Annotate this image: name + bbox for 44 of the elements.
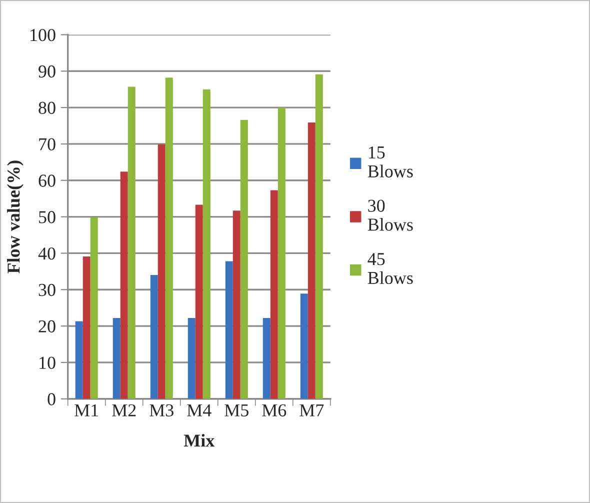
x-tick-label: M7 [300,404,324,416]
bar [165,78,173,399]
y-tick-label: 0 [48,393,56,406]
bar [225,261,233,399]
bar [240,120,248,399]
bar [270,190,278,399]
x-tick-label: M1 [74,404,98,416]
legend-label: 30 Blows [368,200,413,231]
bar [202,89,210,399]
bar [150,275,158,399]
bar [75,321,83,399]
bar [120,172,128,399]
bar [128,86,136,399]
bar [188,318,196,399]
x-tick-label: M6 [262,404,286,416]
bar [315,74,323,399]
legend-label: 15 Blows [368,146,413,178]
bar [262,318,270,399]
bar [278,108,286,399]
bar [112,318,120,399]
bar [232,210,240,399]
y-tick-label: 30 [38,284,56,296]
y-tick-label: 10 [40,356,56,369]
x-tick-label: M4 [187,404,212,416]
y-tick-label: 40 [38,247,56,260]
y-tick-label: 70 [39,138,56,150]
y-tick-label: 100 [30,28,56,42]
bar [90,217,98,399]
y-tick-label: 60 [38,174,56,187]
legend-label: 45 Blows [368,253,413,284]
y-tick-label: 90 [38,65,56,78]
y-tick-label: 80 [38,102,56,114]
y-tick-label: 20 [38,320,56,332]
x-tick-label: M5 [224,404,248,416]
y-axis-title: Flow value(%) [7,160,24,274]
bar [195,204,203,399]
bar [158,144,166,399]
bar [82,256,90,399]
x-tick-label: M3 [150,404,174,416]
y-tick-label: 50 [39,211,56,224]
bar [308,122,316,399]
x-axis-title: Mix [184,434,215,447]
bar [300,294,308,399]
x-tick-label: M2 [112,404,136,416]
